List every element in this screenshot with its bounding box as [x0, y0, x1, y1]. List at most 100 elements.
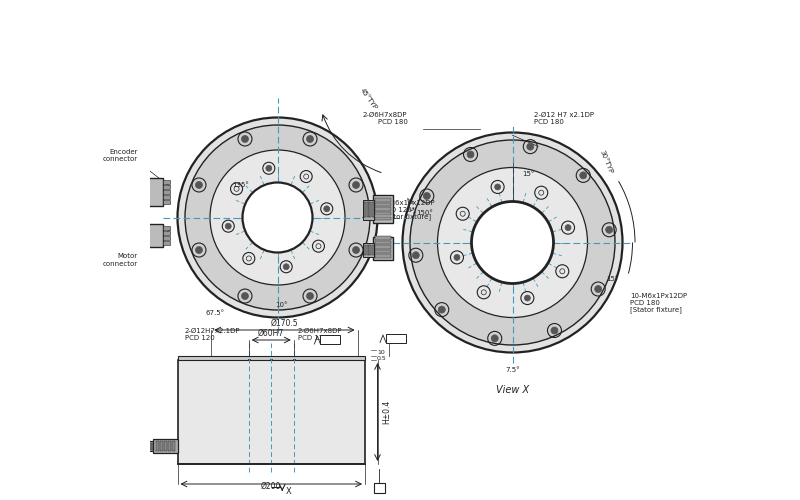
Bar [162, 195, 170, 199]
Bar [374, 198, 390, 202]
Circle shape [266, 166, 272, 172]
Bar [162, 236, 170, 240]
Bar [145, 442, 146, 450]
Circle shape [491, 335, 498, 342]
Bar [364, 245, 366, 255]
Text: 135°: 135° [232, 182, 249, 188]
Circle shape [423, 192, 430, 200]
Circle shape [195, 182, 202, 188]
Text: X: X [286, 487, 291, 496]
Bar [162, 190, 170, 194]
Bar [162, 185, 170, 189]
Bar [147, 442, 150, 450]
Circle shape [242, 292, 249, 300]
Text: 67.5°: 67.5° [206, 310, 225, 316]
Bar [178, 356, 365, 360]
Text: Ø200: Ø200 [261, 482, 282, 491]
Text: Ø60H7: Ø60H7 [258, 328, 284, 338]
Bar [153, 439, 178, 453]
Circle shape [412, 252, 419, 258]
Bar [364, 202, 366, 218]
Bar [134, 188, 137, 196]
Circle shape [454, 254, 460, 260]
Bar [374, 240, 390, 244]
Bar [162, 240, 170, 244]
Bar [374, 212, 390, 216]
Bar [142, 188, 145, 196]
Bar [162, 226, 170, 230]
Text: Rr  A: Rr A [323, 337, 338, 342]
Circle shape [580, 172, 586, 179]
Bar [371, 202, 374, 218]
FancyBboxPatch shape [386, 334, 406, 342]
Bar [162, 200, 170, 204]
Circle shape [410, 140, 615, 345]
Text: 150°: 150° [417, 210, 434, 216]
Text: A: A [376, 484, 382, 492]
FancyBboxPatch shape [320, 335, 340, 344]
Text: 2-Ø6H7x8DP
PCD 120: 2-Ø6H7x8DP PCD 120 [298, 328, 342, 340]
Circle shape [353, 246, 359, 254]
Text: 10°: 10° [275, 302, 288, 308]
Circle shape [551, 327, 558, 334]
Text: 30°TYP: 30°TYP [598, 149, 614, 174]
Text: 45°TYP: 45°TYP [359, 87, 378, 110]
Text: Ø170.5: Ø170.5 [270, 318, 298, 328]
Bar [369, 245, 371, 255]
Circle shape [402, 132, 622, 352]
Text: 15°: 15° [522, 172, 535, 177]
Bar [366, 202, 369, 218]
Text: 15°: 15° [606, 276, 618, 282]
Bar [374, 245, 390, 248]
Bar [366, 245, 369, 255]
Bar [142, 224, 162, 246]
Circle shape [526, 143, 534, 150]
Bar [142, 178, 162, 206]
Bar [373, 238, 393, 260]
Bar [140, 441, 153, 451]
Bar [167, 441, 170, 451]
Text: 8-M6x1Px12DP
PCD 120
[Rotor fixture]: 8-M6x1Px12DP PCD 120 [Rotor fixture] [382, 200, 435, 220]
Bar [374, 236, 390, 240]
Circle shape [467, 151, 474, 158]
Circle shape [524, 295, 530, 301]
Circle shape [242, 182, 313, 252]
Text: 22.5°: 22.5° [405, 196, 414, 216]
Bar [374, 203, 390, 206]
Bar [150, 442, 153, 450]
Text: Encoder
connector: Encoder connector [102, 148, 138, 162]
Circle shape [324, 206, 330, 212]
Circle shape [565, 224, 571, 230]
Bar [374, 208, 390, 211]
Bar [171, 441, 174, 451]
Bar [178, 360, 365, 464]
Circle shape [242, 136, 249, 142]
Circle shape [185, 125, 370, 310]
Bar [362, 242, 374, 257]
Text: 7.5°: 7.5° [505, 368, 520, 374]
Circle shape [438, 168, 587, 318]
Bar [371, 245, 374, 255]
Bar [155, 441, 158, 451]
Bar [374, 254, 390, 258]
Bar [163, 441, 166, 451]
Circle shape [283, 264, 289, 270]
Bar [138, 188, 141, 196]
Text: H±0.4: H±0.4 [382, 400, 391, 424]
Bar [162, 180, 170, 184]
Circle shape [594, 286, 602, 292]
Circle shape [606, 226, 613, 234]
Bar [142, 442, 143, 450]
Circle shape [133, 229, 146, 242]
Text: 0.5: 0.5 [377, 356, 386, 360]
Text: Motor
connector: Motor connector [102, 254, 138, 266]
Circle shape [438, 306, 446, 313]
Bar [374, 250, 390, 253]
Circle shape [353, 182, 359, 188]
Bar [146, 188, 149, 196]
Circle shape [178, 118, 378, 318]
Circle shape [471, 202, 554, 283]
Circle shape [494, 184, 501, 190]
Text: 10-M6x1Px12DP
PCD 180
[Stator fixture]: 10-M6x1Px12DP PCD 180 [Stator fixture] [630, 292, 687, 314]
Circle shape [306, 136, 314, 142]
